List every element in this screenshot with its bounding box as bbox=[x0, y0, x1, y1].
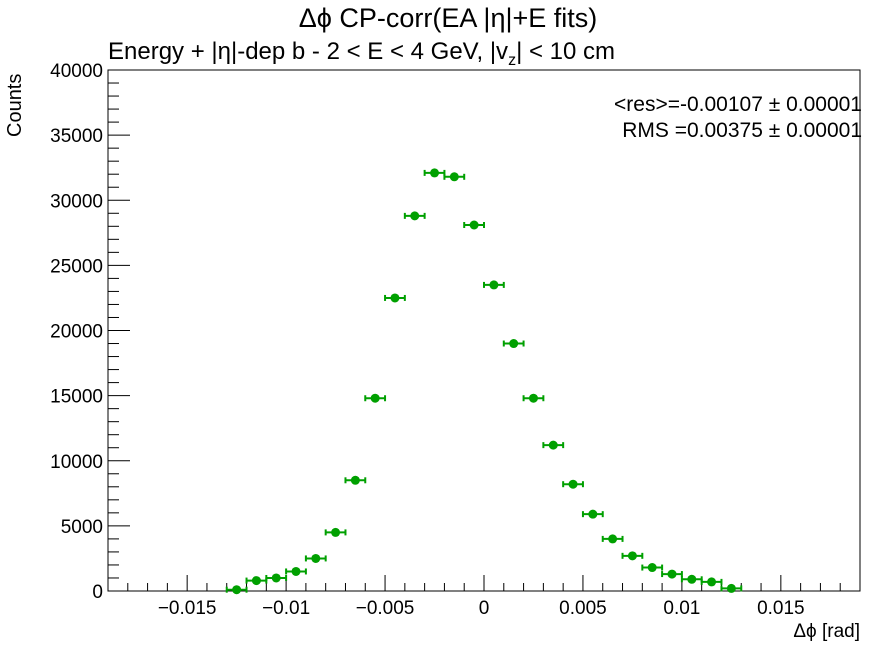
chart-subtitle: Energy + |η|-dep b - 2 < E < 4 GeV, |vz|… bbox=[108, 38, 615, 70]
y-tick-label: 15000 bbox=[50, 387, 103, 408]
data-point bbox=[285, 566, 307, 576]
y-tick-label: 20000 bbox=[50, 322, 103, 343]
data-marker bbox=[430, 168, 440, 178]
data-marker bbox=[548, 440, 558, 450]
data-marker bbox=[509, 339, 519, 349]
data-marker bbox=[707, 577, 717, 587]
data-marker bbox=[449, 172, 459, 182]
data-point bbox=[423, 168, 446, 178]
data-marker bbox=[350, 475, 360, 485]
stats-mean: <res>=-0.00107 ± 0.00001 bbox=[614, 93, 862, 116]
data-point bbox=[601, 534, 624, 544]
stats-rms: RMS =0.00375 ± 0.00001 bbox=[622, 119, 862, 142]
data-marker bbox=[291, 566, 301, 576]
data-series bbox=[225, 168, 743, 595]
data-point bbox=[225, 585, 248, 595]
x-tick-label: 0 bbox=[479, 598, 490, 619]
data-marker bbox=[588, 509, 598, 519]
data-point bbox=[502, 339, 525, 349]
y-tick-label: 25000 bbox=[50, 256, 103, 277]
data-marker bbox=[370, 393, 380, 403]
y-tick-label: 35000 bbox=[50, 126, 103, 147]
x-tick-label: −0.005 bbox=[356, 598, 415, 619]
data-point bbox=[324, 527, 347, 537]
data-marker bbox=[251, 576, 261, 586]
data-marker bbox=[568, 479, 578, 489]
data-marker bbox=[489, 280, 499, 290]
data-point bbox=[581, 509, 604, 519]
data-marker bbox=[528, 393, 538, 403]
data-point bbox=[542, 440, 565, 450]
data-point bbox=[265, 573, 288, 583]
x-tick-label: 0.005 bbox=[559, 598, 607, 619]
data-point bbox=[304, 553, 327, 563]
x-tick-label: −0.015 bbox=[158, 598, 217, 619]
data-point bbox=[522, 393, 545, 403]
data-marker bbox=[627, 551, 637, 561]
y-tick-label: 5000 bbox=[61, 517, 103, 538]
data-point bbox=[562, 479, 584, 489]
data-marker bbox=[271, 573, 281, 583]
y-tick-label: 0 bbox=[92, 582, 103, 603]
data-marker bbox=[667, 569, 677, 579]
data-point bbox=[344, 475, 367, 485]
data-marker bbox=[687, 574, 697, 584]
data-marker bbox=[331, 527, 341, 537]
data-marker bbox=[608, 534, 618, 544]
data-point bbox=[700, 577, 723, 587]
data-point bbox=[720, 583, 743, 593]
data-point bbox=[384, 293, 406, 303]
data-point bbox=[463, 220, 485, 230]
data-point bbox=[245, 576, 268, 586]
data-point bbox=[443, 172, 466, 182]
data-marker bbox=[390, 293, 400, 303]
data-marker bbox=[726, 583, 736, 593]
data-marker bbox=[469, 220, 479, 230]
subtitle-text: Energy + |η|-dep b - 2 < E < 4 GeV, |vz|… bbox=[108, 38, 616, 69]
data-marker bbox=[647, 563, 657, 573]
y-tick-label: 30000 bbox=[50, 191, 103, 212]
subtitle-subscript: z bbox=[508, 51, 517, 69]
data-point bbox=[621, 551, 644, 561]
plot-frame-box bbox=[107, 69, 861, 592]
data-point bbox=[403, 211, 426, 221]
y-tick-label: 10000 bbox=[50, 452, 103, 473]
x-tick-label: −0.01 bbox=[262, 598, 310, 619]
data-point bbox=[483, 280, 505, 290]
data-point bbox=[641, 563, 664, 573]
y-tick-label: 40000 bbox=[50, 61, 103, 82]
y-axis-label: Counts bbox=[4, 73, 26, 137]
plot-frame bbox=[107, 69, 861, 592]
data-marker bbox=[410, 211, 420, 221]
x-tick-label: 0.01 bbox=[663, 598, 700, 619]
data-point bbox=[364, 393, 387, 403]
data-marker bbox=[232, 585, 242, 595]
data-marker bbox=[311, 553, 321, 563]
x-axis-label: Δϕ [rad] bbox=[793, 621, 860, 642]
axis-ticks bbox=[107, 69, 861, 592]
data-point bbox=[680, 574, 703, 584]
data-point bbox=[661, 569, 683, 579]
tick-labels: −0.015 −0.01 −0.005 0 0.005 0.01 0.015 0 5000 100… bbox=[50, 61, 804, 619]
chart-title: Δϕ CP-corr(EA |η|+E fits) bbox=[298, 3, 598, 33]
x-tick-label: 0.015 bbox=[757, 598, 805, 619]
